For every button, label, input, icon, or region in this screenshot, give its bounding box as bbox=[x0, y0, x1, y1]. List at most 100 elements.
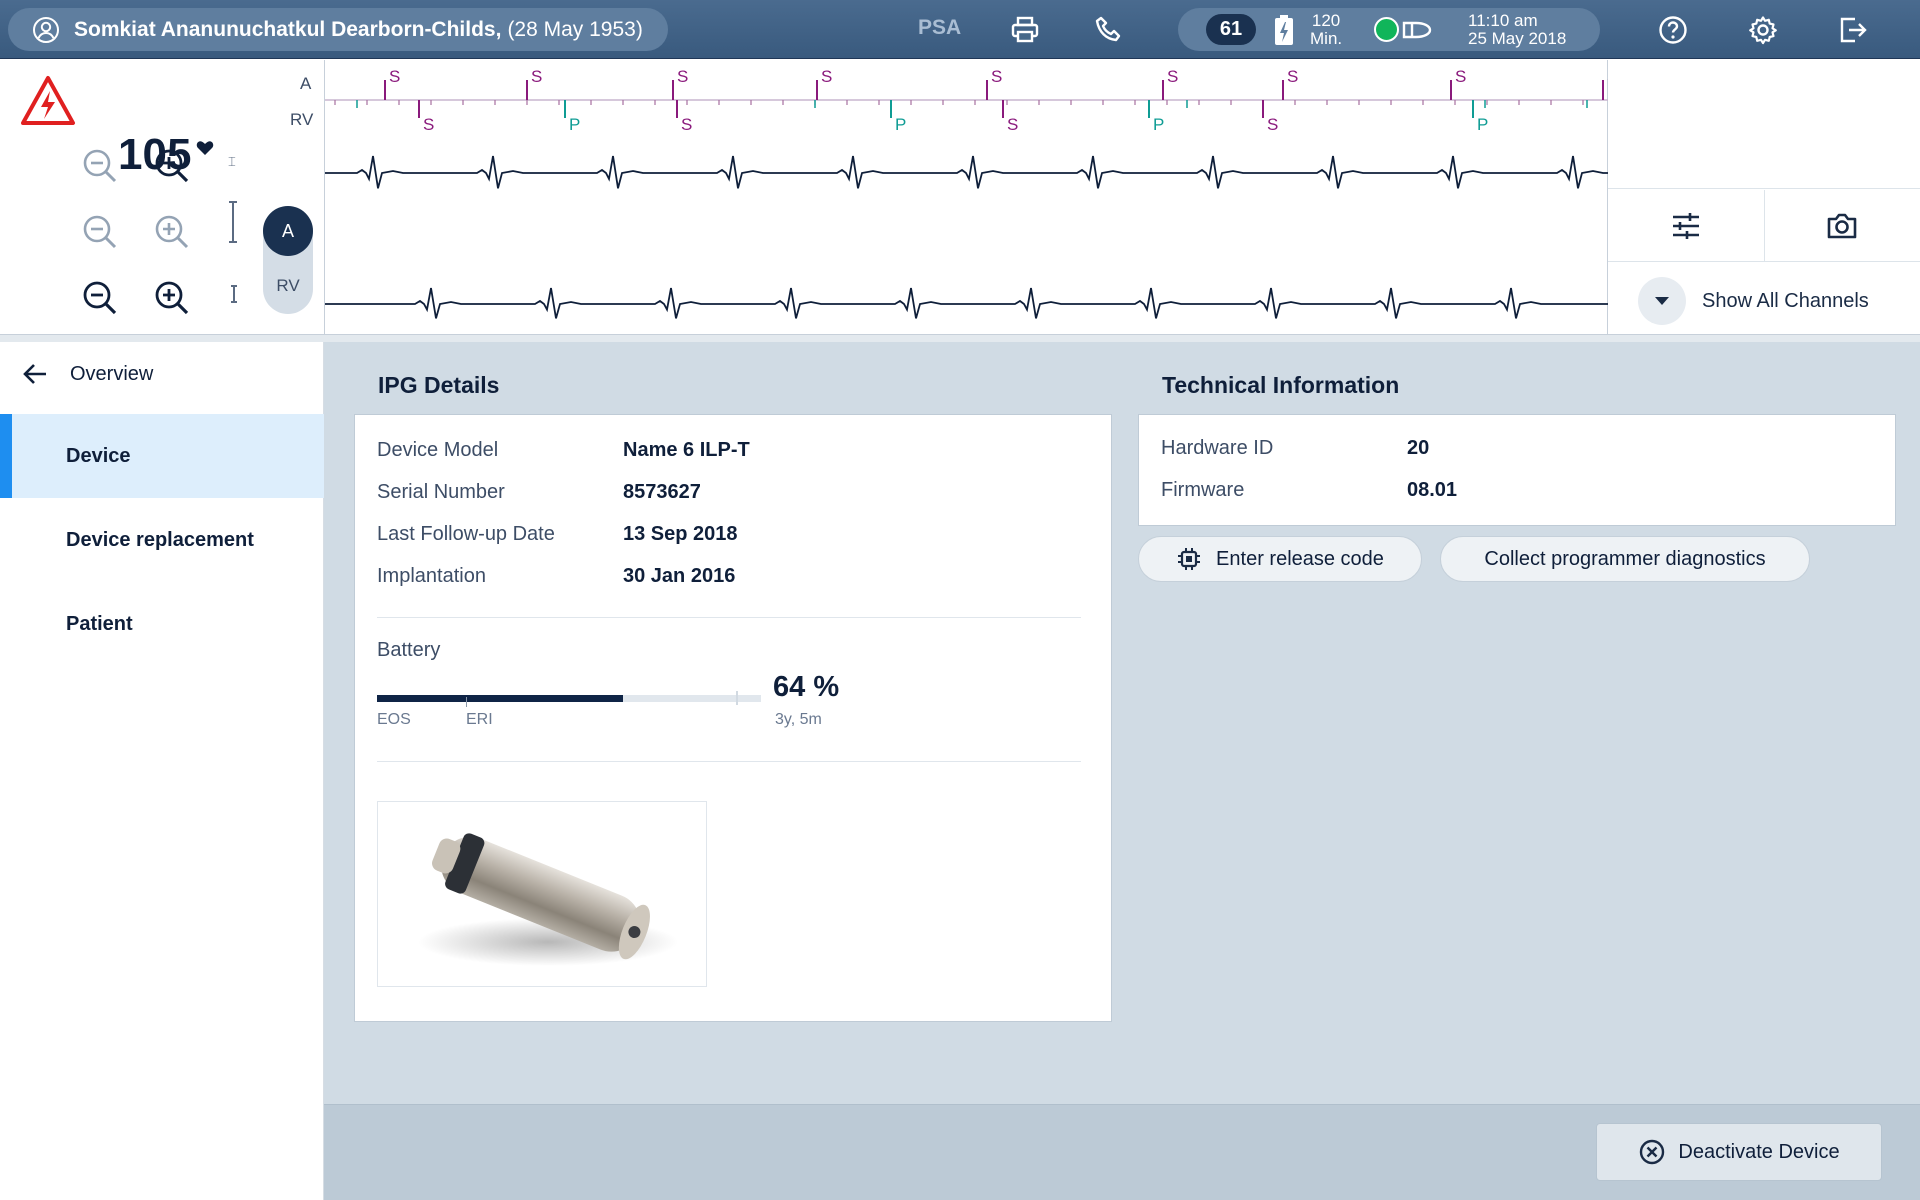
channel-toggle-a[interactable]: A bbox=[263, 206, 313, 256]
camera-icon bbox=[1827, 213, 1857, 238]
enter-release-code-button[interactable]: Enter release code bbox=[1138, 536, 1422, 582]
channel-label-rv: RV bbox=[290, 110, 314, 129]
close-circle-icon bbox=[1640, 1139, 1665, 1165]
channel-toggle-rv[interactable]: RV bbox=[276, 276, 300, 295]
settings-button[interactable] bbox=[1745, 12, 1781, 48]
atrial-sense-label: S bbox=[1167, 67, 1178, 86]
patient-name: Somkiat Ananunuchatkul Dearborn-Childs, bbox=[74, 17, 502, 41]
pace-label: P bbox=[895, 115, 906, 134]
divider bbox=[377, 617, 1081, 618]
show-all-channels-toggle[interactable]: Show All Channels bbox=[1638, 276, 1869, 326]
firmware-value: 08.01 bbox=[1407, 479, 1458, 501]
wand-icon bbox=[1402, 21, 1432, 39]
serial-number-value: 8573627 bbox=[623, 481, 701, 503]
hardware-id-label: Hardware ID bbox=[1161, 437, 1274, 459]
adjust-settings-button[interactable] bbox=[1608, 190, 1764, 262]
footer-bar: Deactivate Device bbox=[324, 1104, 1920, 1200]
sidebar-item-label: Device bbox=[66, 444, 131, 467]
ventricular-sense-label: S bbox=[423, 115, 434, 134]
back-label: Overview bbox=[70, 362, 154, 385]
battery-minutes-unit: Min. bbox=[1310, 29, 1343, 48]
phone-icon bbox=[1095, 16, 1121, 42]
battery-minutes-value: 120 bbox=[1311, 11, 1341, 30]
show-all-channels-label: Show All Channels bbox=[1702, 289, 1869, 312]
sliders-icon bbox=[1673, 212, 1699, 239]
technical-info-title: Technical Information bbox=[1162, 372, 1400, 398]
sidebar-item-device-replacement[interactable]: Device replacement bbox=[0, 498, 324, 582]
implantation-value: 30 Jan 2016 bbox=[623, 565, 736, 587]
ecg-trace-a bbox=[325, 155, 1609, 189]
chevron-down-button[interactable] bbox=[1638, 277, 1686, 325]
shock-alert-icon bbox=[21, 76, 75, 125]
pace-label: P bbox=[1477, 115, 1488, 134]
atrial-sense-label: S bbox=[677, 67, 688, 86]
implantation-label: Implantation bbox=[377, 565, 486, 587]
collect-diagnostics-label: Collect programmer diagnostics bbox=[1484, 547, 1766, 570]
zoom-out-icon[interactable] bbox=[80, 146, 120, 186]
exit-icon bbox=[1840, 17, 1867, 43]
sidebar: Overview Device Device replacement Patie… bbox=[0, 342, 324, 1200]
battery-bar-end bbox=[736, 691, 738, 705]
collect-diagnostics-button[interactable]: Collect programmer diagnostics bbox=[1440, 536, 1810, 582]
back-to-overview[interactable]: Overview bbox=[22, 362, 153, 386]
gear-icon bbox=[1749, 16, 1777, 45]
scale-medium-icon bbox=[231, 285, 237, 303]
firmware-label: Firmware bbox=[1161, 479, 1245, 501]
technical-info-card: Hardware ID 20 Firmware 08.01 bbox=[1138, 414, 1896, 526]
rate-badge: 61 bbox=[1206, 14, 1256, 45]
call-button[interactable] bbox=[1091, 12, 1127, 48]
pace-label: P bbox=[569, 115, 580, 134]
ipg-details-card: Device Model Name 6 ILP-T Serial Number … bbox=[354, 414, 1112, 1022]
divider bbox=[377, 761, 1081, 762]
battery-minutes: 120 Min. bbox=[1310, 12, 1342, 48]
clock-time: 11:10 am bbox=[1468, 11, 1538, 30]
sidebar-item-device[interactable]: Device bbox=[0, 414, 324, 498]
divider bbox=[1764, 190, 1765, 262]
ecg-trace-i bbox=[325, 287, 1609, 319]
battery-bar bbox=[377, 695, 761, 702]
logout-button[interactable] bbox=[1835, 12, 1871, 48]
psa-label[interactable]: PSA bbox=[918, 16, 962, 39]
channel-label-a: A bbox=[300, 74, 312, 93]
follow-up-date-label: Last Follow-up Date bbox=[377, 523, 555, 545]
patient-info-pill[interactable]: Somkiat Ananunuchatkul Dearborn-Childs, … bbox=[8, 8, 668, 51]
atrial-sense-label: S bbox=[1287, 67, 1298, 86]
patient-icon bbox=[33, 16, 59, 43]
battery-label: Battery bbox=[377, 639, 441, 661]
battery-charging-icon bbox=[1275, 15, 1293, 45]
zoom-in-icon[interactable] bbox=[152, 146, 192, 186]
atrial-sense-label: S bbox=[1455, 67, 1466, 86]
sidebar-item-patient[interactable]: Patient bbox=[0, 582, 324, 666]
hardware-id-value: 20 bbox=[1407, 437, 1430, 459]
device-image bbox=[377, 801, 707, 987]
patient-dob: (28 May 1953) bbox=[507, 17, 643, 41]
scale-small-icon: ⌶ bbox=[228, 154, 236, 169]
zoom-out-icon[interactable] bbox=[80, 212, 120, 252]
sidebar-item-label: Device replacement bbox=[66, 528, 254, 551]
atrial-sense-label: S bbox=[821, 67, 832, 86]
atrial-sense-label: S bbox=[531, 67, 542, 86]
enter-release-code-label: Enter release code bbox=[1216, 547, 1384, 570]
divider bbox=[1608, 188, 1920, 189]
snapshot-button[interactable] bbox=[1764, 190, 1920, 262]
deactivate-device-label: Deactivate Device bbox=[1678, 1140, 1840, 1163]
zoom-in-icon[interactable] bbox=[152, 212, 192, 252]
help-button[interactable] bbox=[1655, 12, 1691, 48]
status-pill: 61 120 Min. 11:10 am 25 May 2018 bbox=[1178, 8, 1600, 51]
channel-toggle[interactable]: A RV bbox=[263, 206, 313, 314]
eri-marker bbox=[466, 697, 467, 707]
main-content: IPG Details Device Model Name 6 ILP-T Se… bbox=[324, 342, 1920, 1104]
ecg-strip: SSSSSSSSSSSSSPPPP bbox=[324, 60, 1609, 334]
battery-remaining: 3y, 5m bbox=[775, 711, 822, 728]
zoom-in-icon[interactable] bbox=[152, 278, 192, 318]
follow-up-date-value: 13 Sep 2018 bbox=[623, 523, 738, 545]
deactivate-device-button[interactable]: Deactivate Device bbox=[1596, 1123, 1882, 1181]
ventricular-sense-label: S bbox=[1007, 115, 1018, 134]
zoom-out-icon[interactable] bbox=[80, 278, 120, 318]
battery-bar-fill bbox=[377, 695, 623, 702]
telemetry-status-dot bbox=[1374, 17, 1399, 42]
device-model-label: Device Model bbox=[377, 439, 499, 461]
chip-icon bbox=[1178, 548, 1201, 570]
printer-icon bbox=[1011, 16, 1039, 43]
print-button[interactable] bbox=[1007, 12, 1043, 48]
